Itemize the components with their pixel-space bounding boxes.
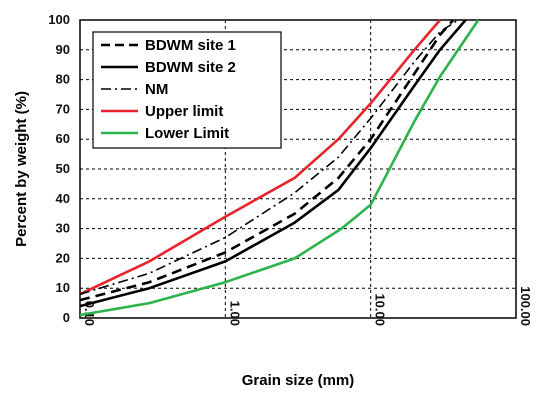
series-line-3 — [79, 19, 459, 295]
y-tick-label: 30 — [56, 221, 70, 236]
series-line-2 — [79, 19, 467, 308]
y-tick-label: 100 — [48, 12, 70, 27]
x-axis-title: Grain size (mm) — [242, 372, 355, 389]
legend-label-4: Upper limit — [145, 103, 223, 120]
legend-label-2: BDWM site 2 — [145, 59, 236, 76]
y-tick-label: 70 — [56, 101, 70, 116]
y-tick-label: 60 — [56, 131, 70, 146]
y-tick-label: 90 — [56, 42, 70, 57]
legend-label-3: NM — [145, 81, 168, 98]
x-tick-label: 1.00 — [227, 301, 242, 326]
y-tick-label: 80 — [56, 72, 70, 87]
x-tick-label: 10.00 — [373, 293, 388, 326]
series-line-5 — [79, 19, 480, 317]
y-tick-label: 20 — [56, 250, 70, 265]
legend-label-1: BDWM site 1 — [145, 37, 236, 54]
legend-box — [92, 31, 282, 149]
y-tick-label: 50 — [56, 161, 70, 176]
y-tick-label: 10 — [56, 280, 70, 295]
y-tick-labels: 0 10 20 30 40 50 60 70 80 90 100 — [48, 12, 70, 325]
y-tick-label: 0 — [63, 310, 70, 325]
series-line-4 — [79, 19, 441, 296]
series-line-1 — [79, 19, 455, 302]
y-tick-label: 40 — [56, 191, 70, 206]
plot-frame — [79, 19, 517, 319]
legend: BDWM site 1 BDWM site 2 NM Upper limit Lower… — [92, 31, 282, 149]
legend-label-5: Lower Limit — [145, 125, 229, 142]
series-lines — [79, 19, 480, 317]
x-tick-labels: 0.10 1.00 10.00 100.00 — [82, 286, 533, 326]
y-axis-title: Percent by weight (%) — [13, 91, 30, 247]
x-tick-label: 100.00 — [518, 286, 533, 326]
